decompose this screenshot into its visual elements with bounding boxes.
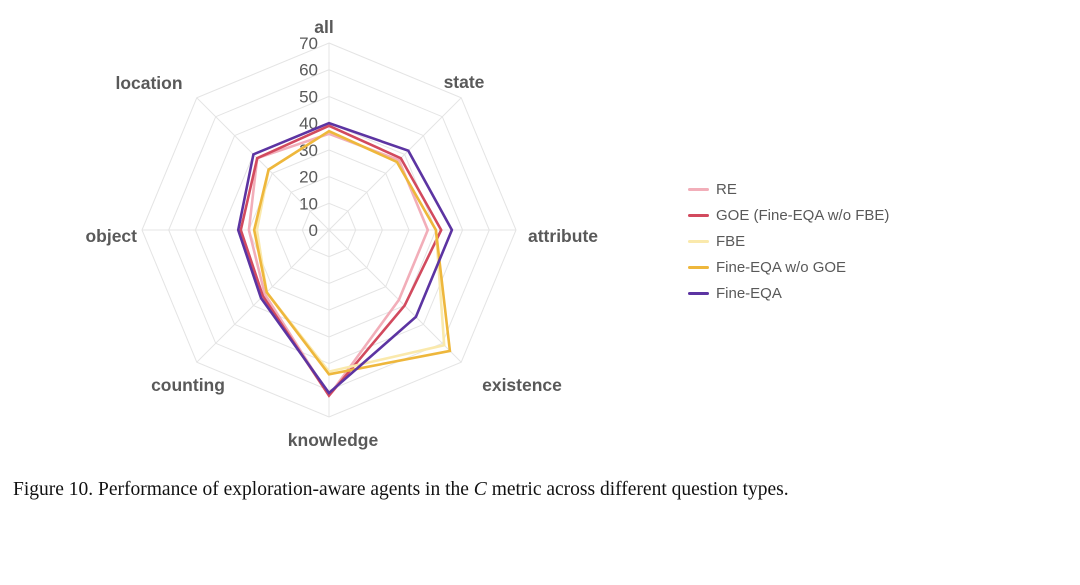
axis-label-attribute: attribute	[528, 226, 598, 246]
axis-label-all: all	[314, 17, 333, 37]
radar-spoke-state	[328, 97, 462, 231]
axis-label-state: state	[444, 72, 485, 92]
legend-label: GOE (Fine-EQA w/o FBE)	[716, 206, 890, 224]
legend-label: FBE	[716, 232, 746, 250]
legend-swatch-goe	[688, 213, 709, 217]
series-goe-fine-eqa-w-o-fbe	[239, 124, 443, 398]
axis-label-counting: counting	[151, 375, 225, 395]
figure-caption: Figure 10. Performance of exploration-aw…	[13, 479, 1013, 501]
tick-label-50: 50	[299, 87, 318, 106]
tick-label-30: 30	[299, 141, 318, 160]
legend-item-fbe: FBE	[688, 228, 889, 254]
legend-swatch-fine-eqa-wo-goe	[688, 265, 709, 269]
tick-label-20: 20	[299, 168, 318, 187]
legend-item-fine-eqa: Fine-EQA	[688, 280, 889, 306]
axis-label-knowledge: knowledge	[288, 430, 379, 450]
caption-prefix: Figure 10. Performance of exploration-aw…	[13, 479, 474, 500]
legend-swatch-fine-eqa	[688, 291, 709, 295]
axis-label-object: object	[85, 226, 137, 246]
radar-spoke-location	[196, 97, 330, 231]
legend-label: RE	[716, 180, 737, 198]
tick-label-0: 0	[309, 221, 318, 240]
tick-label-10: 10	[299, 194, 318, 213]
legend-item-re: RE	[688, 176, 889, 202]
legend-item-goe: GOE (Fine-EQA w/o FBE)	[688, 202, 889, 228]
series-fine-eqa	[236, 121, 454, 395]
radar-spoke-existence	[328, 229, 462, 363]
legend-label: Fine-EQA	[716, 284, 782, 302]
metric-symbol: C	[473, 479, 487, 500]
chart-legend: RE GOE (Fine-EQA w/o FBE) FBE Fine-EQA w…	[688, 176, 889, 306]
legend-label: Fine-EQA w/o GOE	[716, 258, 847, 276]
legend-item-fine-eqa-wo-goe: Fine-EQA w/o GOE	[688, 254, 889, 280]
tick-label-60: 60	[299, 61, 318, 80]
legend-swatch-fbe	[688, 239, 709, 243]
axis-label-existence: existence	[482, 375, 562, 395]
legend-swatch-re	[688, 187, 709, 191]
axis-label-location: location	[115, 73, 182, 93]
series-fine-eqa-w-o-goe	[252, 129, 452, 376]
radar-chart: 010203040506070allstateattributeexistenc…	[85, 17, 598, 450]
tick-label-70: 70	[299, 34, 318, 53]
caption-suffix: metric across different question types.	[486, 479, 789, 500]
